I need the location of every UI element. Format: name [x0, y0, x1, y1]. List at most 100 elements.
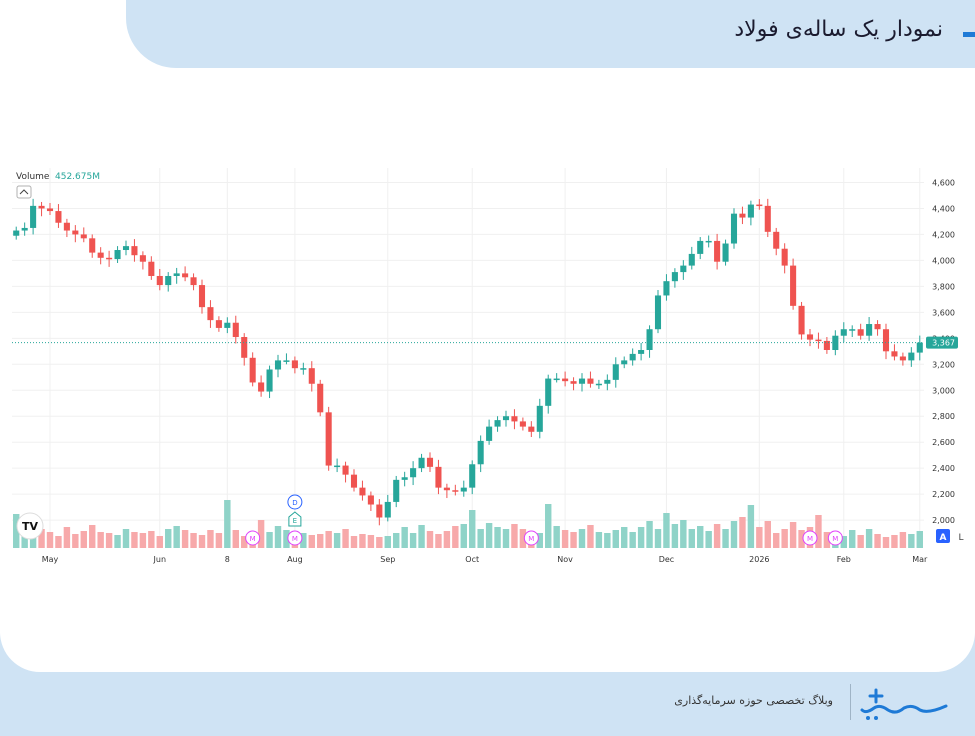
candle-body-37 [325, 412, 332, 466]
candle-body-85 [730, 213, 738, 244]
volume-bar-75 [646, 521, 653, 548]
volume-bar-42 [367, 535, 375, 548]
candle-body-60 [519, 421, 526, 427]
chart-grid [12, 168, 924, 548]
candle-6 [63, 218, 70, 238]
y-axis-ticks: 4,6004,4004,2004,0003,8003,6003,4003,200… [932, 178, 955, 525]
candle-body-62 [536, 405, 543, 432]
event-marker-1: M [287, 530, 303, 546]
candle-47 [410, 461, 417, 486]
volume-bar-69 [595, 532, 603, 548]
candle-body-58 [502, 416, 510, 421]
candle-body-91 [781, 248, 788, 266]
candle-21 [190, 273, 197, 291]
candle-23 [207, 300, 214, 328]
x-tick-label-7: Dec [659, 555, 674, 564]
sarmayex-logo [860, 688, 948, 720]
candle-80 [688, 246, 695, 270]
event-marker-label-1: M [292, 535, 298, 543]
candle-14 [131, 239, 138, 262]
volume-bar-89 [764, 521, 771, 548]
volume-bar-68 [587, 525, 594, 548]
candle-52 [452, 484, 459, 496]
volume-bar-103 [882, 537, 890, 548]
candle-62 [536, 398, 543, 439]
auto-scale-button[interactable]: A [936, 529, 950, 543]
candle-body-101 [866, 324, 873, 336]
auto-scale-label: A [940, 533, 947, 543]
candle-body-89 [764, 205, 771, 232]
volume-bar-8 [80, 531, 87, 548]
volume-bar-37 [325, 531, 332, 548]
volume-bar-93 [798, 530, 805, 548]
candle-body-9 [89, 238, 96, 253]
candle-33 [291, 356, 298, 374]
x-tick-label-5: Oct [465, 555, 479, 564]
candle-78 [671, 268, 678, 288]
candle-body-71 [612, 364, 619, 380]
candle-12 [114, 246, 121, 263]
candle-71 [612, 357, 619, 388]
candle-106 [908, 347, 915, 367]
candle-57 [494, 416, 501, 432]
candle-body-99 [849, 329, 856, 331]
candle-53 [460, 480, 467, 497]
candle-body-88 [756, 204, 763, 207]
volume-bar-9 [89, 525, 96, 548]
event-marker-label-4: M [528, 535, 534, 543]
candle-body-103 [882, 329, 890, 352]
volume-bar-13 [122, 529, 130, 548]
event-marker-shape-5 [802, 530, 818, 546]
candle-97 [832, 330, 839, 356]
candle-77 [663, 274, 670, 301]
volume-bar-36 [317, 534, 324, 548]
candle-44 [384, 494, 391, 522]
volume-bar-44 [384, 536, 391, 548]
candle-82 [705, 235, 712, 248]
candle-39 [342, 461, 349, 483]
candle-body-41 [359, 487, 366, 496]
candle-body-66 [570, 381, 577, 384]
volume-bar-98 [840, 536, 847, 548]
collapse-button[interactable] [16, 185, 32, 199]
volume-bar-11 [105, 533, 113, 548]
volume-bar-31 [274, 526, 282, 548]
candle-55 [477, 435, 484, 473]
candle-81 [697, 237, 704, 260]
x-tick-label-3: Aug [287, 555, 303, 564]
volume-bar-56 [485, 523, 493, 548]
candle-36 [317, 379, 324, 417]
candle-body-81 [697, 240, 704, 254]
candle-body-102 [874, 324, 881, 330]
candle-body-40 [350, 474, 358, 488]
volume-bar-15 [139, 533, 147, 548]
volume-bar-70 [604, 533, 611, 548]
candle-86 [739, 206, 746, 225]
chevron-up-icon [19, 189, 29, 195]
candle-56 [486, 419, 493, 445]
candle-body-27 [241, 337, 248, 358]
event-marker-shape-3 [287, 494, 303, 510]
candle-68 [587, 371, 594, 388]
candle-body-65 [562, 378, 569, 382]
candle-body-10 [97, 252, 104, 258]
candle-20 [182, 266, 189, 282]
candle-105 [899, 352, 906, 366]
candlestick-chart[interactable]: 4,6004,4004,2004,0003,8003,6003,4003,200… [0, 160, 975, 580]
candle-body-49 [426, 457, 434, 467]
candle-94 [806, 328, 814, 347]
volume-bar-22 [198, 535, 206, 548]
log-scale-button[interactable]: L [958, 533, 963, 543]
volume-bar-66 [570, 532, 577, 548]
candle-37 [325, 406, 332, 471]
candle-body-22 [198, 285, 206, 308]
volume-bar-73 [629, 532, 636, 548]
candle-3 [38, 201, 45, 217]
volume-bar-78 [671, 524, 679, 548]
candle-22 [198, 279, 206, 314]
candle-body-33 [291, 360, 298, 369]
candle-body-79 [680, 265, 687, 273]
event-marker-shape-6 [827, 530, 843, 546]
candle-9 [89, 234, 96, 258]
candle-body-69 [595, 383, 602, 386]
